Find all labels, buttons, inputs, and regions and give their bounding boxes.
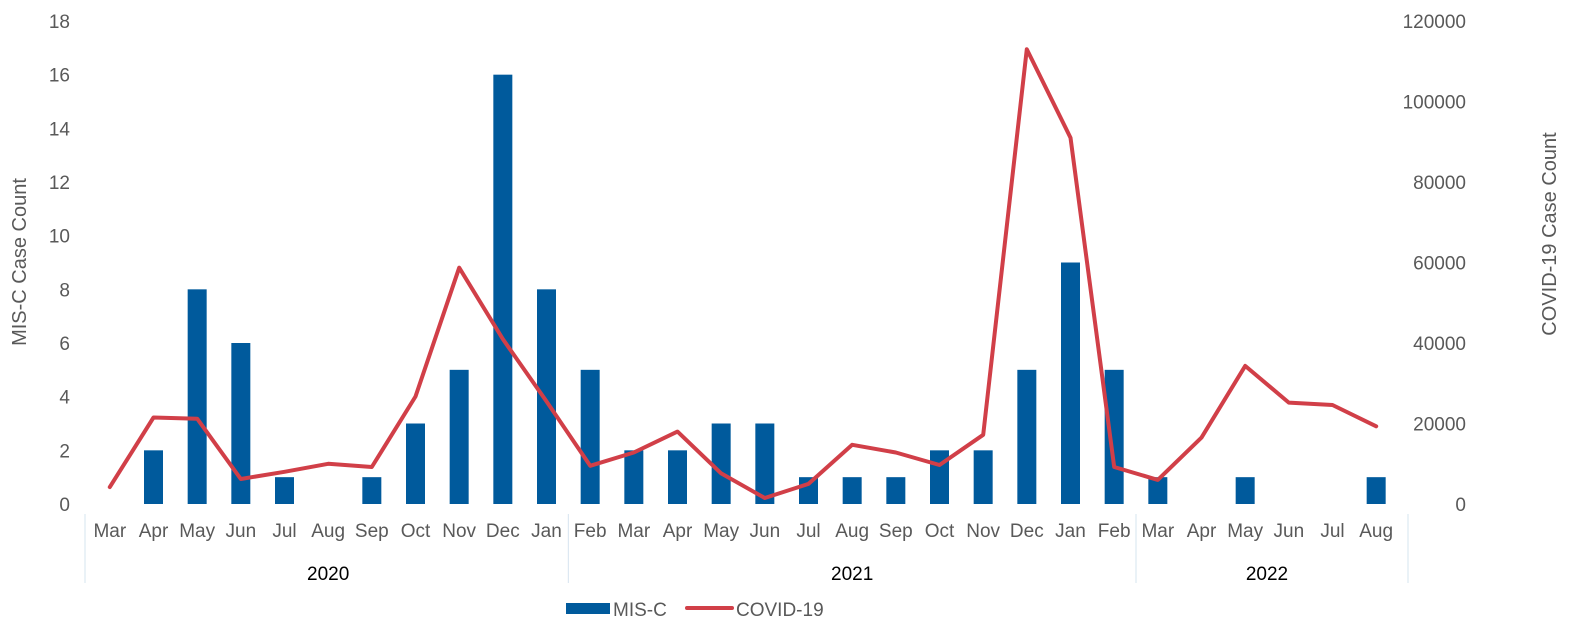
year-label: 2020	[307, 564, 349, 585]
right-tick-label: 20000	[1413, 415, 1466, 436]
right-axis-ticks: 0 20000 40000 60000 80000 100000 120000	[1403, 12, 1466, 516]
left-tick-label: 6	[59, 334, 70, 355]
left-tick-label: 4	[59, 388, 70, 409]
mis-c-bars	[144, 74, 1386, 505]
month-label: May	[1227, 521, 1263, 542]
year-label: 2021	[831, 564, 873, 585]
left-tick-label: 16	[49, 66, 70, 87]
right-tick-label: 100000	[1403, 93, 1466, 114]
month-label: Nov	[442, 521, 476, 542]
right-tick-label: 120000	[1403, 12, 1466, 33]
left-tick-label: 14	[49, 119, 71, 140]
right-axis-title: COVID-19 Case Count	[1539, 132, 1561, 336]
mis-c-bar	[1148, 477, 1168, 504]
mis-c-bar	[842, 477, 862, 504]
month-label: Sep	[355, 521, 389, 542]
mis-c-bar	[1104, 369, 1124, 504]
mis-c-bar	[1235, 477, 1255, 504]
mis-c-bar	[1366, 477, 1386, 504]
month-label: Mar	[93, 521, 126, 542]
month-label: Feb	[574, 521, 607, 542]
month-label: Feb	[1098, 521, 1131, 542]
month-label: Mar	[1141, 521, 1174, 542]
month-label: Jun	[1274, 521, 1305, 542]
mis-c-bar	[755, 423, 775, 504]
legend-covid-label: COVID-19	[736, 600, 824, 621]
left-tick-label: 8	[59, 280, 70, 301]
mis-c-bar	[275, 477, 294, 504]
mis-c-bar	[406, 423, 425, 504]
mis-c-bar	[537, 289, 556, 504]
mis-c-bar	[973, 450, 993, 504]
month-label: Aug	[835, 521, 869, 542]
mis-c-bar	[362, 477, 382, 504]
left-tick-label: 0	[59, 495, 70, 516]
month-label: Dec	[486, 521, 520, 542]
left-axis-ticks: 0 2 4 6 8 10 12 14 16 18	[49, 12, 71, 516]
mis-c-bar	[799, 477, 818, 504]
month-label: May	[179, 521, 215, 542]
month-label: Aug	[311, 521, 345, 542]
month-label: Jun	[226, 521, 257, 542]
x-axis-years: 2020 2021 2022	[84, 514, 1409, 585]
left-tick-label: 10	[49, 227, 70, 248]
month-label: Jul	[272, 521, 296, 542]
month-label: Apr	[1187, 521, 1217, 542]
month-label: Apr	[663, 521, 693, 542]
mis-c-bar	[187, 289, 207, 504]
month-label: Mar	[617, 521, 650, 542]
mis-c-bar	[1017, 369, 1037, 504]
mis-c-bar	[711, 423, 731, 504]
month-label: Jun	[750, 521, 781, 542]
mis-c-bar	[449, 369, 469, 504]
mis-c-bar	[144, 450, 163, 504]
legend-mis-c-label: MIS-C	[613, 600, 667, 621]
month-label: Dec	[1010, 521, 1044, 542]
mis-c-bar	[580, 369, 600, 504]
left-tick-label: 2	[59, 441, 70, 462]
mis-c-bar	[624, 450, 644, 504]
covid-19-line	[107, 47, 1379, 500]
left-tick-label: 12	[49, 173, 70, 194]
mis-c-bar	[231, 343, 251, 504]
left-axis-title: MIS-C Case Count	[9, 178, 31, 346]
right-tick-label: 60000	[1413, 254, 1466, 275]
month-label: Jan	[1055, 521, 1086, 542]
x-axis-months: Mar Apr May Jun Jul Aug Sep Oct Nov Dec Jan Feb Mar A…	[93, 521, 1393, 542]
month-label: Aug	[1359, 521, 1393, 542]
month-label: Apr	[139, 521, 169, 542]
month-label: Jul	[796, 521, 820, 542]
year-label: 2022	[1246, 564, 1288, 585]
month-label: Sep	[879, 521, 913, 542]
legend: MIS-C COVID-19	[566, 600, 824, 621]
right-tick-label: 80000	[1413, 173, 1466, 194]
month-label: Jan	[531, 521, 562, 542]
month-label: Jul	[1320, 521, 1344, 542]
month-label: Oct	[925, 521, 955, 542]
mis-c-bar	[886, 477, 906, 504]
mis-c-bar	[493, 74, 513, 505]
month-label: Oct	[401, 521, 431, 542]
right-tick-label: 0	[1455, 495, 1466, 516]
month-label: May	[703, 521, 739, 542]
month-label: Nov	[966, 521, 1000, 542]
left-tick-label: 18	[49, 12, 70, 33]
mis-c-bar	[668, 450, 687, 504]
right-tick-label: 40000	[1413, 334, 1466, 355]
legend-mis-c-swatch	[566, 603, 610, 614]
covid-line	[107, 47, 1379, 500]
mis-c-bar	[1061, 262, 1080, 504]
